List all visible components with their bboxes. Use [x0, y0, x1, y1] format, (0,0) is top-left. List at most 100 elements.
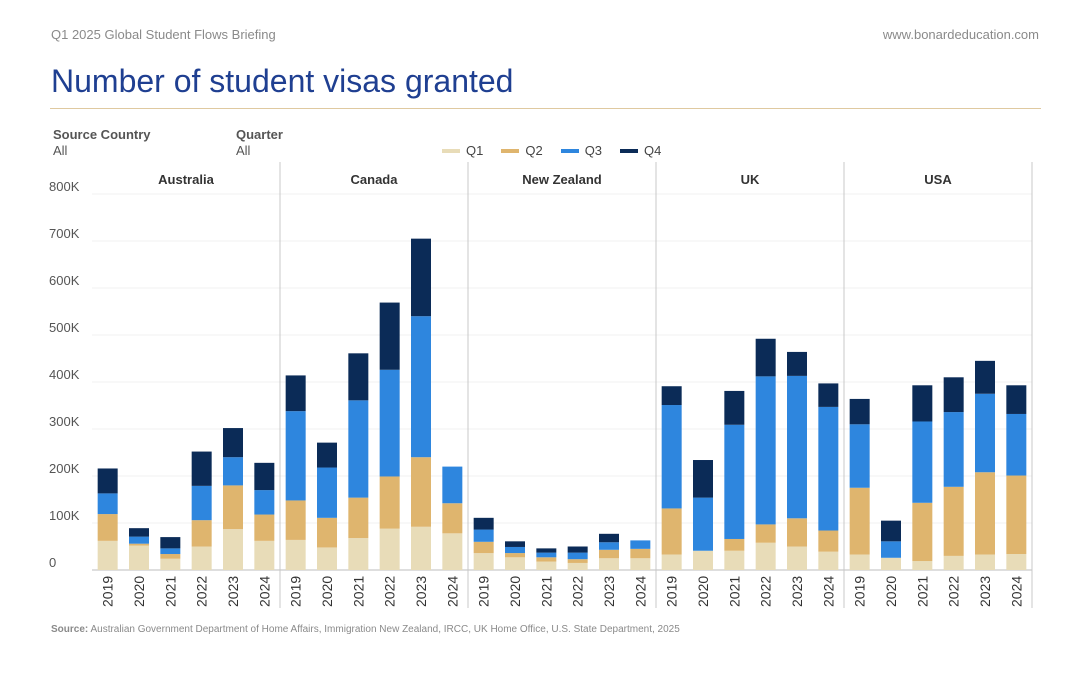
bar-segment-q1 [943, 555, 964, 570]
bar-segment-q4 [849, 398, 870, 425]
y-tick-label: 0 [49, 555, 56, 570]
chart-legend: Q1 Q2 Q3 Q4 [442, 143, 679, 158]
bar-segment-q1 [505, 557, 525, 570]
bar-segment-q1 [849, 554, 870, 570]
bar-segment-q4 [505, 541, 525, 547]
bar-segment-q4 [912, 385, 933, 422]
x-tick-label: 2020 [131, 576, 147, 607]
bar-segment-q2 [411, 457, 431, 527]
y-tick-label: 700K [49, 226, 80, 241]
bar-segment-q1 [129, 545, 149, 570]
filter-value[interactable]: All [53, 143, 68, 158]
website-link[interactable]: www.bonardeducation.com [882, 27, 1039, 42]
bar-segment-q1 [567, 562, 588, 570]
y-tick-label: 200K [49, 461, 80, 476]
bar-segment-q2 [787, 518, 807, 547]
bar-segment-q2 [442, 503, 463, 534]
x-tick-label: 2021 [914, 576, 930, 607]
legend-label: Q1 [466, 143, 484, 158]
bar-segment-q4 [348, 353, 369, 401]
bar-segment-q2 [943, 486, 964, 556]
legend-item-q4[interactable]: Q4 [620, 143, 661, 158]
filter-quarter[interactable]: Quarter All [236, 127, 283, 158]
panel-title: Canada [351, 172, 399, 187]
filter-source-country[interactable]: Source Country All [53, 127, 151, 158]
bar-segment-q3 [881, 541, 901, 558]
filter-value[interactable]: All [236, 143, 251, 158]
legend-item-q3[interactable]: Q3 [560, 143, 603, 158]
y-tick-label: 400K [49, 367, 80, 382]
x-tick-label: 2023 [413, 576, 429, 607]
bar-segment-q2 [599, 549, 619, 559]
bar-segment-q1 [724, 550, 745, 570]
x-tick-label: 2021 [538, 576, 554, 607]
x-tick-label: 2021 [726, 576, 742, 607]
bar-segment-q4 [818, 383, 839, 407]
source-label: Source: [51, 624, 89, 635]
legend-swatch [560, 148, 579, 153]
bar-segment-q3 [536, 552, 557, 558]
bar-segment-q3 [97, 493, 118, 515]
panel-new-zealand: New Zealand 2019 2020 2021 2022 2023 2024 [473, 162, 657, 608]
source-text: Australian Government Department of Home… [90, 624, 680, 635]
x-tick-label: 2023 [977, 576, 993, 607]
bar-segment-q3 [411, 316, 431, 458]
bar-segment-q1 [536, 561, 557, 570]
bar-segment-q2 [661, 508, 682, 555]
bar-segment-q3 [223, 457, 243, 486]
legend-label: Q3 [584, 143, 603, 158]
panel-title: USA [924, 172, 952, 187]
x-tick-label: 2023 [789, 576, 805, 607]
bar-segment-q2 [191, 520, 212, 547]
bar-segment-q1 [285, 539, 306, 570]
bar-segment-q1 [661, 554, 682, 570]
x-tick-label: 2022 [946, 576, 962, 607]
legend-label: Q4 [644, 143, 662, 158]
bar-segment-q4 [661, 386, 682, 406]
bar-segment-q2 [630, 548, 651, 559]
bar-segment-q2 [348, 497, 369, 539]
bar-segment-q4 [943, 377, 964, 413]
x-tick-label: 2019 [852, 576, 868, 607]
x-tick-label: 2019 [664, 576, 680, 607]
x-tick-label: 2024 [1008, 576, 1024, 607]
bar-segment-q3 [943, 412, 964, 487]
bar-segment-q3 [254, 490, 275, 515]
bar-segment-q4 [755, 338, 776, 377]
bar-segment-q1 [411, 526, 431, 570]
x-tick-label: 2022 [194, 576, 210, 607]
bar-segment-q4 [285, 375, 306, 412]
bar-segment-q3 [693, 497, 713, 551]
legend-item-q2[interactable]: Q2 [501, 143, 543, 158]
filter-label: Quarter [236, 127, 283, 142]
source-note: Source: Australian Government Department… [51, 624, 680, 635]
bar-segment-q2 [818, 530, 839, 552]
bar-segment-q1 [881, 557, 901, 570]
bar-segment-q3 [317, 467, 337, 518]
x-tick-label: 2019 [288, 576, 304, 607]
bar-segment-q2 [505, 553, 525, 558]
x-tick-label: 2023 [601, 576, 617, 607]
bar-segment-q1 [630, 558, 651, 570]
page-title: Number of student visas granted [51, 63, 514, 99]
y-tick-label: 300K [49, 414, 80, 429]
bar-segment-q3 [661, 405, 682, 509]
bar-segment-q1 [818, 551, 839, 570]
bar-segment-q2 [567, 559, 588, 563]
bar-segment-q2 [379, 476, 400, 529]
bar-segment-q3 [191, 485, 212, 521]
bar-segment-q1 [379, 528, 400, 570]
bar-segment-q2 [223, 485, 243, 530]
bar-segment-q3 [160, 548, 181, 555]
x-tick-label: 2024 [820, 576, 836, 607]
bar-segment-q4 [129, 528, 149, 537]
bar-segment-q1 [975, 554, 995, 570]
y-tick-label: 600K [49, 273, 80, 288]
legend-item-q1[interactable]: Q1 [442, 143, 483, 158]
legend-swatch [501, 148, 520, 153]
legend-swatch [442, 148, 460, 153]
bar-segment-q1 [160, 558, 181, 570]
bar-segment-q3 [285, 411, 306, 501]
bar-segment-q1 [1006, 554, 1027, 570]
filter-label: Source Country [53, 127, 151, 142]
